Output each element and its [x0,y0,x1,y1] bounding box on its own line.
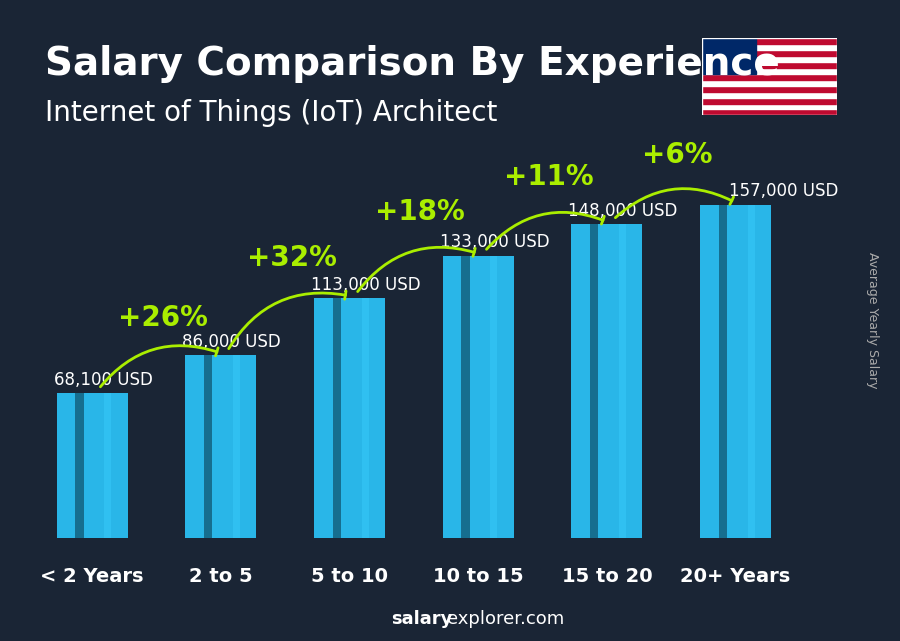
Bar [233,355,240,538]
Text: 2 to 5: 2 to 5 [189,567,253,587]
Bar [76,393,84,538]
Bar [702,50,837,56]
Text: 10 to 15: 10 to 15 [433,567,524,587]
Bar [702,110,837,115]
Bar [314,298,385,538]
Bar [702,92,837,97]
Text: 68,100 USD: 68,100 USD [54,371,152,389]
Text: explorer.com: explorer.com [447,610,564,628]
Text: +32%: +32% [247,244,337,272]
Bar [702,68,837,74]
Bar [491,256,498,538]
Bar [185,355,256,538]
Bar [702,97,837,104]
Bar [57,393,128,538]
Bar [702,56,837,62]
Text: Internet of Things (IoT) Architect: Internet of Things (IoT) Architect [45,99,498,128]
Text: 20+ Years: 20+ Years [680,567,791,587]
Text: +26%: +26% [118,304,208,332]
Bar [702,86,837,92]
Text: +18%: +18% [375,198,465,226]
Bar [443,256,514,538]
Text: +6%: +6% [643,141,713,169]
Text: Salary Comparison By Experience: Salary Comparison By Experience [45,45,779,83]
Bar [204,355,212,538]
Text: 15 to 20: 15 to 20 [562,567,652,587]
Text: +11%: +11% [504,163,594,191]
Text: < 2 Years: < 2 Years [40,567,144,587]
Text: 86,000 USD: 86,000 USD [183,333,281,351]
Bar [461,256,470,538]
Bar [702,38,756,74]
Bar [572,224,643,538]
Text: 148,000 USD: 148,000 USD [568,201,678,220]
Text: 5 to 10: 5 to 10 [311,567,388,587]
Text: 113,000 USD: 113,000 USD [310,276,420,294]
Bar [104,393,112,538]
Bar [702,104,837,110]
Bar [333,298,341,538]
Text: 157,000 USD: 157,000 USD [729,183,839,201]
Bar [748,204,755,538]
Text: Average Yearly Salary: Average Yearly Salary [867,253,879,388]
Bar [590,224,598,538]
Bar [700,204,771,538]
Bar [702,80,837,86]
Bar [702,38,837,44]
Bar [718,204,727,538]
Bar [702,44,837,50]
Text: 133,000 USD: 133,000 USD [439,233,549,251]
Bar [362,298,369,538]
Bar [702,62,837,68]
Text: salaryexplorer.com: salaryexplorer.com [0,640,1,641]
Text: salary: salary [392,610,453,628]
Bar [619,224,626,538]
Bar [702,74,837,80]
